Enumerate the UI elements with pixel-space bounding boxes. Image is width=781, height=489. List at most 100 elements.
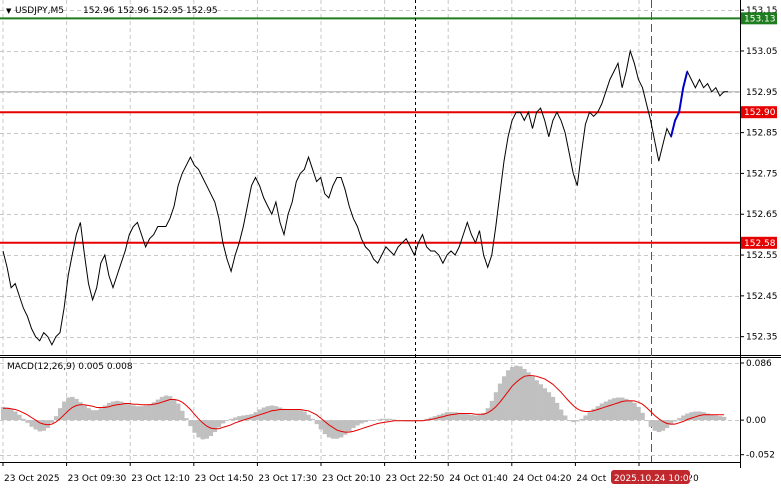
macd-bar <box>526 372 531 421</box>
macd-bar <box>615 397 621 421</box>
macd-bar <box>485 408 491 421</box>
collapse-icon[interactable]: ▼ <box>6 7 12 15</box>
macd-bar <box>74 398 79 421</box>
macd-bar <box>530 376 535 421</box>
level-lines <box>0 17 740 244</box>
price-tick-label: 152.65 <box>746 210 778 220</box>
macd-bar <box>391 419 397 421</box>
macd-bar <box>506 370 511 421</box>
macd-bar <box>62 401 67 421</box>
level-tags: 153.13 152.90 152.58 152.95 <box>741 12 778 249</box>
macd-bar <box>432 416 438 421</box>
macd-bar <box>387 418 393 421</box>
macd-bar <box>33 420 38 430</box>
macd-tick-label: -0.052 <box>746 451 775 461</box>
time-tick-label: 24 Oct 01:40 <box>449 474 508 484</box>
macd-bar <box>583 415 588 421</box>
price-tick-label: 152.75 <box>746 169 778 179</box>
macd-bar <box>200 420 205 440</box>
macd-bar <box>290 409 295 421</box>
macd-bar <box>534 380 539 421</box>
macd-bar <box>607 399 613 421</box>
macd-bar <box>611 398 617 421</box>
macd-bar <box>473 415 478 421</box>
macd-bar <box>45 420 51 429</box>
macd-bar <box>277 407 283 421</box>
macd-bar <box>644 420 649 421</box>
macd-bar <box>465 414 470 421</box>
macd-bar <box>717 416 723 421</box>
macd-bar <box>25 420 30 423</box>
macd-bar <box>184 418 189 421</box>
price-line <box>2 49 728 346</box>
macd-bar <box>701 412 706 421</box>
macd-bar <box>371 420 376 421</box>
macd-bar <box>294 409 299 421</box>
price-highlight-segment <box>670 71 689 137</box>
ohlc-values: 152.96 152.96 152.95 152.95 <box>83 6 218 16</box>
time-tick-label: 23 Oct 2025 <box>4 474 60 484</box>
macd-bar <box>632 402 637 421</box>
macd-bar <box>379 418 385 421</box>
macd-bar <box>363 420 368 423</box>
macd-bar <box>620 397 625 421</box>
macd-bar <box>98 408 104 421</box>
macd-bar <box>123 402 128 421</box>
macd-bar <box>579 418 584 421</box>
price-tick-label: 152.85 <box>746 129 778 139</box>
macd-bar <box>624 398 629 421</box>
price-axis: 153.15 153.05 152.95 152.85 152.75 152.65 152.… <box>740 6 778 343</box>
macd-bar <box>640 412 645 421</box>
time-tick-label: 23 Oct 20:10 <box>322 474 381 484</box>
macd-bar <box>558 409 564 421</box>
macd-bar <box>37 420 42 432</box>
time-tick-label: 23 Oct 17:30 <box>258 474 317 484</box>
macd-bar <box>127 404 132 421</box>
macd-bar <box>575 420 580 422</box>
macd-bar <box>693 411 698 421</box>
macd-bar <box>514 365 519 421</box>
macd-bar <box>721 416 727 421</box>
macd-bar <box>603 401 609 421</box>
macd-bar <box>147 404 152 421</box>
macd-bar <box>9 408 14 421</box>
macd-bar <box>567 420 572 421</box>
macd-bar <box>216 420 222 428</box>
macd-bar <box>347 420 352 432</box>
macd-title: MACD(12,26,9) 0.005 0.008 <box>7 362 133 372</box>
macd-tick-label: 0.086 <box>746 359 772 369</box>
macd-bar <box>664 420 670 429</box>
level-tag <box>741 12 777 25</box>
time-tick-label: 24 Oct <box>576 474 606 484</box>
macd-bar <box>13 411 18 421</box>
macd-bar <box>359 420 364 424</box>
macd-bar <box>546 392 552 421</box>
macd-bar <box>453 412 458 421</box>
macd-bar <box>188 420 193 427</box>
macd-bar <box>542 388 548 421</box>
macd-tick-label: 0.00 <box>746 416 766 426</box>
current-price-label: 152.95 <box>746 88 778 98</box>
macd-bar <box>110 401 116 421</box>
macd-bar <box>237 416 242 421</box>
macd-bar <box>53 416 59 421</box>
macd-bar <box>119 401 124 421</box>
macd-bar <box>265 406 271 421</box>
macd-bar <box>677 418 682 421</box>
macd-bar <box>0 406 6 421</box>
price-pane-background <box>0 0 740 355</box>
price-tick-label: 153.15 <box>746 6 778 16</box>
macd-bar <box>245 414 250 421</box>
macd-bar <box>550 396 556 421</box>
macd-bar <box>587 412 592 421</box>
macd-bar <box>314 420 319 425</box>
macd-bar <box>57 408 63 421</box>
macd-bar <box>273 406 279 421</box>
macd-bar <box>172 398 177 421</box>
macd-bar <box>685 413 690 421</box>
macd-bar <box>5 407 10 421</box>
macd-bar <box>298 410 303 421</box>
price-tick-label: 153.05 <box>746 47 778 57</box>
macd-bar <box>224 420 230 421</box>
